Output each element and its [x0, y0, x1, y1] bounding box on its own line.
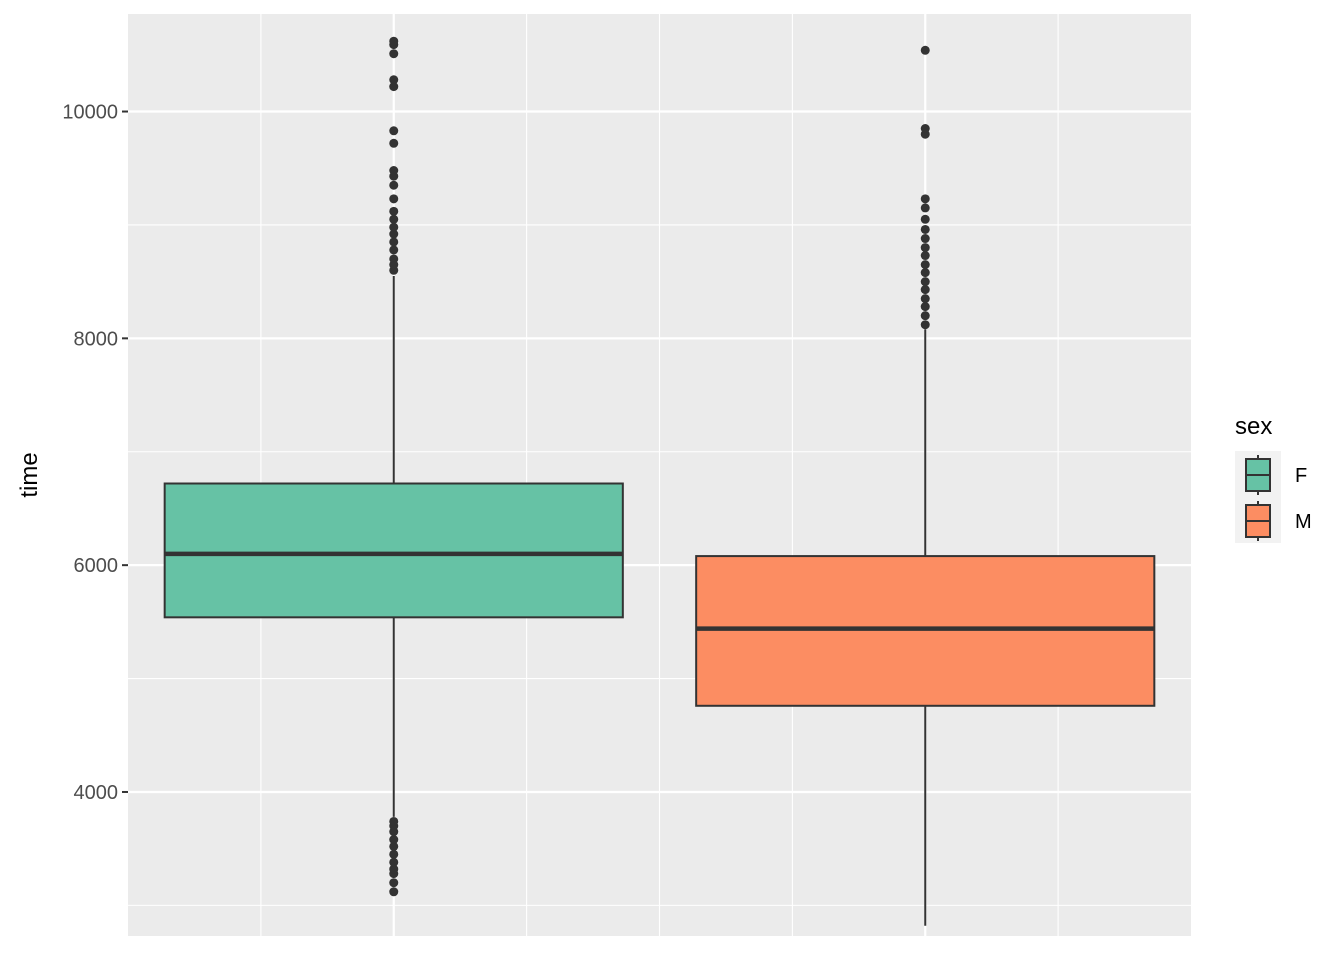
outlier-point [389, 138, 399, 148]
legend-item-F: F [1245, 455, 1307, 495]
outlier-point [920, 214, 930, 224]
y-tick-label: 6000 [74, 555, 119, 577]
y-axis-title: time [16, 452, 43, 497]
outlier-point [920, 311, 930, 321]
box-iqr [163, 482, 624, 619]
outlier-point [389, 222, 399, 232]
outlier-point [920, 203, 930, 213]
outlier-point [920, 234, 930, 244]
y-axis: 4000 6000 8000 10000 [62, 102, 128, 804]
outlier-point [920, 251, 930, 261]
minor-gridlines [128, 14, 1191, 936]
outlier-point [389, 254, 399, 264]
outlier-point [389, 864, 399, 874]
outlier-point [920, 268, 930, 278]
outlier-point [920, 224, 930, 234]
legend-title: sex [1235, 413, 1272, 440]
outlier-point [389, 36, 399, 46]
outlier-point [389, 206, 399, 216]
outlier-point [389, 835, 399, 845]
outlier-point [920, 194, 930, 204]
y-tick-label: 4000 [74, 782, 119, 804]
box-M [695, 45, 1156, 926]
outlier-point [920, 285, 930, 295]
outlier-point [920, 294, 930, 304]
outlier-point [920, 260, 930, 270]
box-F [163, 36, 624, 897]
outlier-point [389, 180, 399, 190]
outlier-point [389, 49, 399, 59]
outlier-point [920, 124, 930, 134]
outlier-point [389, 887, 399, 897]
outlier-point [389, 245, 399, 255]
outlier-point [389, 816, 399, 826]
legend-label: M [1295, 511, 1312, 533]
outlier-point [389, 849, 399, 859]
outlier-point [920, 277, 930, 287]
boxes [163, 36, 1156, 926]
outlier-point [389, 214, 399, 224]
outlier-point [920, 302, 930, 312]
outlier-point [389, 841, 399, 851]
outlier-point [389, 857, 399, 867]
legend-label: F [1295, 465, 1307, 487]
outlier-point [389, 126, 399, 136]
box-iqr [695, 555, 1156, 707]
outlier-point [389, 194, 399, 204]
outlier-point [389, 166, 399, 176]
legend: sex F M [1235, 413, 1312, 543]
outlier-point [389, 82, 399, 92]
outlier-point [920, 243, 930, 253]
y-tick-label: 8000 [74, 328, 119, 350]
outlier-point [389, 229, 399, 239]
legend-item-M: M [1245, 501, 1312, 541]
outlier-point [389, 878, 399, 888]
y-tick-label: 10000 [62, 102, 118, 124]
outlier-point [920, 320, 930, 330]
outlier-point [389, 237, 399, 247]
outlier-point [920, 45, 930, 55]
outlier-point [389, 75, 399, 85]
